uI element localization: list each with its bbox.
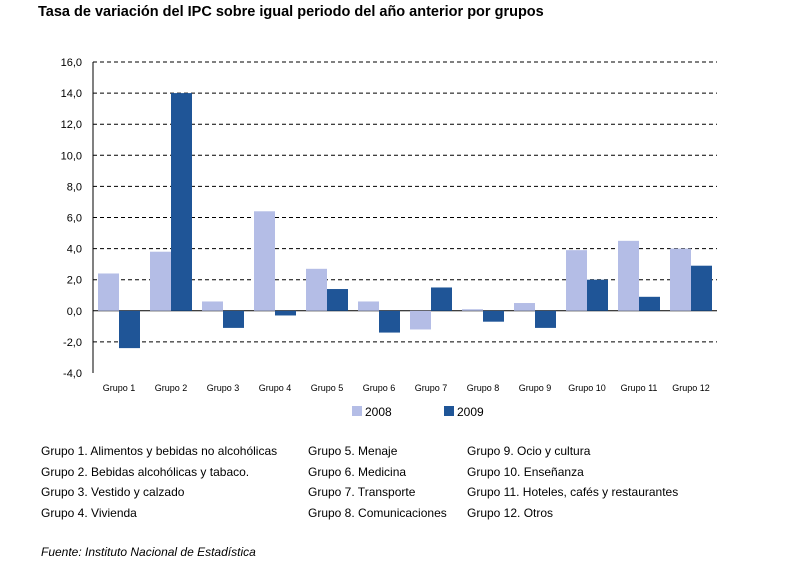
bar-2009-10 [587, 279, 608, 311]
group-note: Grupo 10. Enseñanza [467, 464, 584, 479]
bar-2008-2 [150, 251, 171, 311]
group-note: Grupo 2. Bebidas alcohólicas y tabaco. [41, 464, 250, 479]
bar-2009-6 [379, 310, 400, 333]
y-tick-label: 16,0 [61, 57, 82, 69]
bar-2008-10 [566, 250, 587, 311]
x-tick-label: Grupo 10 [568, 383, 606, 393]
x-tick-label: Grupo 11 [621, 383, 658, 393]
bar-2009-12 [691, 265, 712, 311]
group-note: Grupo 6. Medicina [308, 464, 407, 479]
bar-2008-11 [618, 240, 639, 311]
bar-2008-12 [670, 248, 691, 311]
source-note: Fuente: Instituto Nacional de Estadístic… [41, 545, 256, 559]
bar-2008-5 [306, 268, 327, 311]
bar-2009-2 [171, 93, 192, 311]
y-tick-label: -4,0 [63, 368, 82, 380]
y-tick-label: -2,0 [63, 337, 82, 349]
x-tick-label: Grupo 5 [311, 383, 344, 393]
bar-2008-3 [202, 301, 223, 311]
bar-2009-5 [327, 289, 348, 311]
group-note: Grupo 5. Menaje [308, 444, 398, 458]
y-tick-label: 8,0 [67, 181, 82, 193]
bar-2008-9 [514, 303, 535, 311]
group-note: Grupo 9. Ocio y cultura [467, 444, 591, 458]
x-tick-label: Grupo 3 [207, 383, 240, 393]
x-tick-label: Grupo 7 [415, 383, 448, 393]
x-tick-label: Grupo 1 [103, 383, 136, 393]
legend-swatch-2008 [352, 406, 362, 416]
group-note: Grupo 8. Comunicaciones [308, 505, 447, 520]
bar-2008-4 [254, 211, 275, 311]
bar-2009-3 [223, 310, 244, 328]
bar-2009-11 [639, 296, 660, 311]
y-tick-label: 4,0 [67, 244, 82, 256]
x-tick-label: Grupo 12 [672, 383, 710, 393]
y-tick-label: 2,0 [67, 275, 82, 287]
y-tick-label: 14,0 [61, 88, 82, 100]
bar-2009-4 [275, 310, 296, 316]
bar-2009-8 [483, 310, 504, 322]
group-notes: Grupo 1. Alimentos y bebidas no alcohóli… [41, 444, 781, 528]
bar-2008-1 [98, 273, 119, 311]
bar-2008-6 [358, 301, 379, 311]
group-note: Grupo 12. Otros [467, 505, 554, 520]
bar-chart: 16,0 14,0 12,0 10,0 8,0 6,0 4,0 2,0 0,0 -2,0 -4,0 G… [61, 57, 717, 419]
group-note: Grupo 4. Vivienda [41, 505, 137, 520]
y-tick-label: 6,0 [67, 213, 82, 225]
x-tick-label: Grupo 9 [519, 383, 552, 393]
group-note: Grupo 1. Alimentos y bebidas no alcohóli… [41, 444, 278, 458]
bar-2009-9 [535, 310, 556, 328]
legend-label-2009: 2009 [457, 405, 484, 419]
chart-title: Tasa de variación del IPC sobre igual pe… [38, 4, 544, 20]
y-tick-label: 12,0 [61, 119, 82, 131]
legend-label-2008: 2008 [365, 405, 392, 419]
y-tick-label: 10,0 [61, 150, 82, 162]
group-note: Grupo 3. Vestido y calzado [41, 485, 185, 499]
bar-2009-1 [119, 310, 140, 349]
x-tick-label: Grupo 2 [155, 383, 188, 393]
bar-2008-8 [462, 309, 483, 311]
y-tick-label: 0,0 [67, 306, 82, 318]
bar-2009-7 [431, 287, 452, 311]
group-note: Grupo 11. Hoteles, cafés y restaurantes [467, 485, 679, 499]
group-note: Grupo 7. Transporte [308, 485, 416, 499]
legend-swatch-2009 [444, 406, 454, 416]
x-tick-label: Grupo 8 [467, 383, 500, 393]
x-tick-label: Grupo 6 [363, 383, 396, 393]
bar-2008-7 [410, 310, 431, 330]
x-tick-label: Grupo 4 [259, 383, 292, 393]
